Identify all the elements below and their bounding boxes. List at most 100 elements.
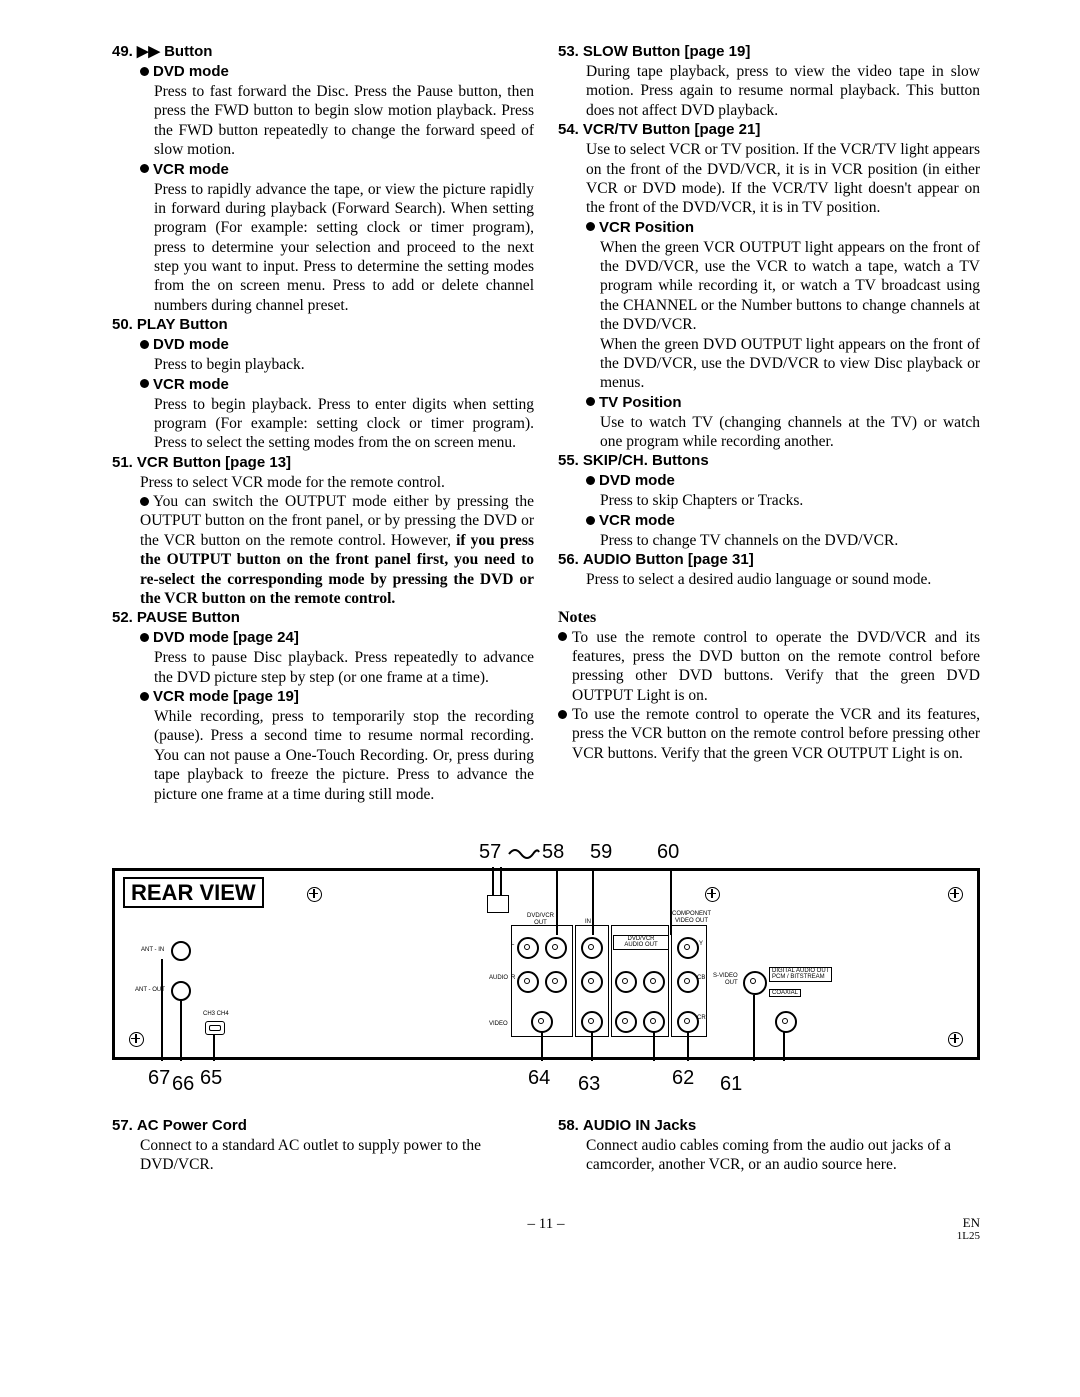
- jack: [545, 971, 567, 993]
- bullet-icon: [140, 67, 149, 76]
- bullet-icon: [586, 476, 595, 485]
- label-cb: CB: [697, 975, 705, 983]
- item-54-vcrpos-text: When the green VCR OUTPUT light appears …: [600, 238, 980, 393]
- item-52-vcr-label: VCR mode [page 19]: [153, 688, 299, 705]
- rear-view-figure: 57 58 59 60 REAR VIEW ANT - IN ANT -: [112, 840, 980, 1092]
- callout-line: [556, 869, 558, 935]
- callout-line: [591, 1031, 593, 1061]
- item-55-vcr-text: Press to change TV channels on the DVD/V…: [600, 531, 980, 550]
- right-column: 53. SLOW Button [page 19] During tape pl…: [558, 42, 980, 804]
- label-ch34: CH3 CH4: [203, 1011, 229, 1019]
- callout-line: [592, 869, 594, 935]
- callout-line: [653, 1031, 655, 1061]
- bullet-icon: [140, 633, 149, 642]
- item-52-num: 52.: [112, 609, 133, 626]
- callout-61: 61: [720, 1072, 742, 1097]
- callout-67: 67: [148, 1066, 170, 1091]
- callout-65: 65: [200, 1066, 222, 1091]
- rear-panel: REAR VIEW ANT - IN ANT - OUT CH3 CH4: [112, 868, 980, 1060]
- item-51-num: 51.: [112, 454, 133, 471]
- footer-code: 1L25: [957, 1230, 980, 1244]
- item-51-line1: Press to select VCR mode for the remote …: [140, 473, 534, 492]
- footer-en: EN: [963, 1215, 980, 1231]
- callout-59: 59: [590, 840, 612, 865]
- item-55-vcr-label: VCR mode: [599, 512, 675, 529]
- svideo-jack: [743, 971, 767, 995]
- rear-view-label: REAR VIEW: [123, 877, 264, 909]
- item-50-num: 50.: [112, 316, 133, 333]
- jack: [581, 937, 603, 959]
- label-cr: CR: [697, 1015, 706, 1023]
- callout-line: [213, 1035, 215, 1061]
- jack: [581, 1011, 603, 1033]
- callout-58: 58: [542, 840, 564, 865]
- bullet-icon: [140, 379, 149, 388]
- bullet-icon: [586, 516, 595, 525]
- item-54-vcrpos-label: VCR Position: [599, 219, 694, 236]
- coaxial-jack: [775, 1011, 797, 1033]
- label-dvdvcr-out: DVD/VCROUT: [527, 913, 554, 928]
- callout-line: [670, 869, 672, 935]
- note-2: To use the remote control to operate the…: [558, 705, 980, 763]
- item-58-text: Connect audio cables coming from the aud…: [586, 1136, 980, 1175]
- bullet-icon: [140, 340, 149, 349]
- item-50-vcr-text: Press to begin playback. Press to enter …: [154, 395, 534, 453]
- item-56-title: AUDIO Button [page 31]: [583, 551, 754, 568]
- item-52-dvd-label: DVD mode [page 24]: [153, 629, 299, 646]
- callout-line: [753, 995, 755, 1061]
- label-y: Y: [699, 941, 703, 949]
- callout-63: 63: [578, 1072, 600, 1097]
- callout-60: 60: [657, 840, 679, 865]
- screw-icon: [307, 887, 322, 902]
- jack: [677, 937, 699, 959]
- callout-line: [687, 1031, 689, 1061]
- label-r: R: [511, 975, 515, 983]
- callout-66: 66: [172, 1072, 194, 1097]
- item-55-title: SKIP/CH. Buttons: [583, 452, 709, 469]
- item-49-dvd-text: Press to fast forward the Disc. Press th…: [154, 82, 534, 160]
- bullet-icon: [586, 397, 595, 406]
- figure-bottom-numbers: 67 66 65 64 63 62 61: [112, 1066, 980, 1092]
- item-57-num: 57.: [112, 1117, 133, 1134]
- jack: [643, 971, 665, 993]
- item-52-title: PAUSE Button: [137, 609, 240, 626]
- bullet-icon: [140, 164, 149, 173]
- jack: [581, 971, 603, 993]
- item-53-title: SLOW Button [page 19]: [583, 43, 751, 60]
- bullet-icon: [140, 497, 149, 506]
- label-coaxial: COAXIAL: [769, 989, 801, 998]
- jack: [545, 937, 567, 959]
- item-50-dvd-label: DVD mode: [153, 336, 229, 353]
- label-video: VIDEO: [489, 1021, 508, 1029]
- label-l: L: [511, 941, 514, 949]
- item-57-title: AC Power Cord: [137, 1117, 247, 1134]
- label-ant-in: ANT - IN: [141, 947, 164, 955]
- item-58-num: 58.: [558, 1117, 579, 1134]
- item-52-dvd-text: Press to pause Disc playback. Press repe…: [154, 648, 534, 687]
- cord-icon: [507, 846, 541, 862]
- item-49-title: ▶▶ Button: [137, 43, 213, 60]
- item-50-dvd-text: Press to begin playback.: [154, 355, 534, 374]
- label-audio: AUDIO: [489, 975, 508, 983]
- item-57: 57. AC Power Cord Connect to a standard …: [112, 1116, 534, 1175]
- item-57-text: Connect to a standard AC outlet to suppl…: [140, 1136, 534, 1175]
- item-50-vcr-label: VCR mode: [153, 376, 229, 393]
- item-51-bullet: You can switch the OUTPUT mode either by…: [140, 492, 534, 608]
- callout-line: [783, 1031, 785, 1061]
- item-54-title: VCR/TV Button [page 21]: [583, 121, 761, 138]
- jack: [531, 1011, 553, 1033]
- screw-icon: [948, 887, 963, 902]
- item-58-title: AUDIO IN Jacks: [583, 1117, 696, 1134]
- item-55-dvd-text: Press to skip Chapters or Tracks.: [600, 491, 980, 510]
- item-49-num: 49.: [112, 43, 133, 60]
- item-49-vcr-label: VCR mode: [153, 161, 229, 178]
- item-55-num: 55.: [558, 452, 579, 469]
- ant-in-jack: [171, 941, 191, 961]
- callout-line: [541, 1031, 543, 1061]
- item-56-num: 56.: [558, 551, 579, 568]
- label-digital: DIGITAL AUDIO OUTPCM / BITSTREAM: [769, 967, 832, 982]
- item-49-dvd-label: DVD mode: [153, 63, 229, 80]
- item-54-tvpos-text: Use to watch TV (changing channels at th…: [600, 413, 980, 452]
- screw-icon: [948, 1032, 963, 1047]
- jack: [517, 937, 539, 959]
